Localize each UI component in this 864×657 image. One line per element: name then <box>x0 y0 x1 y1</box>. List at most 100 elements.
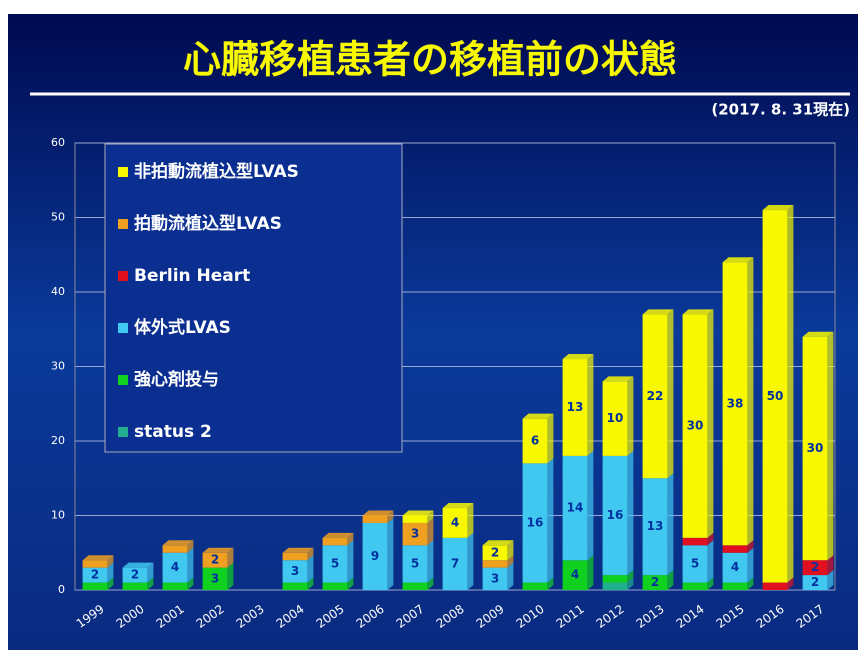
bar-top <box>682 309 714 315</box>
bar-segment: 16 <box>602 450 634 576</box>
data-label: 22 <box>647 389 664 403</box>
bar-front <box>82 582 108 590</box>
bar-front <box>682 314 708 538</box>
bar-segment: 16 <box>522 458 554 583</box>
bar-front <box>522 418 548 464</box>
bar-segment: 2 <box>802 555 834 576</box>
data-label: 3 <box>211 571 219 585</box>
bar-side <box>587 450 594 561</box>
bar-side <box>667 309 674 479</box>
data-label: 38 <box>727 396 744 410</box>
bar-top <box>362 510 394 516</box>
data-label: 2 <box>811 560 819 574</box>
bar-side <box>507 540 514 561</box>
bar-side <box>707 540 714 583</box>
bar-side <box>107 562 114 583</box>
bar-side <box>147 562 154 583</box>
bar-segment <box>362 510 394 523</box>
bar-front <box>202 552 228 568</box>
legend-label: 非拍動流植込型LVAS <box>134 161 299 182</box>
bar-segment: 30 <box>682 309 714 538</box>
bar-front <box>722 582 748 590</box>
bar-front <box>202 567 228 590</box>
data-label: 3 <box>291 564 299 578</box>
bar-segment: 9 <box>362 517 394 590</box>
bar-front <box>82 567 108 583</box>
bar-segment: 50 <box>762 205 794 583</box>
legend-label: 体外式LVAS <box>134 317 231 338</box>
bar-front <box>82 560 108 568</box>
bar-side <box>187 577 194 590</box>
bar-segment <box>282 577 314 590</box>
y-tick-label: 40 <box>51 285 65 298</box>
bar-segment: 3 <box>482 562 514 590</box>
bar-front <box>802 336 828 561</box>
bar-segment <box>722 577 754 590</box>
bar-side <box>427 577 434 590</box>
y-tick-label: 10 <box>51 509 65 522</box>
data-label: 14 <box>567 501 584 515</box>
bar-side <box>667 570 674 590</box>
bar-segment <box>522 577 554 590</box>
bar-side <box>787 205 794 583</box>
bar-segment <box>82 577 114 590</box>
bar-side <box>347 540 354 583</box>
bar-front <box>322 582 348 590</box>
data-label: 13 <box>647 519 664 533</box>
bar-front <box>322 545 348 583</box>
bar-front <box>482 567 508 590</box>
bar-front <box>602 582 628 590</box>
bar-front <box>402 582 428 590</box>
bar-segment: 3 <box>202 562 234 590</box>
legend-label: Berlin Heart <box>134 266 250 286</box>
bar-side <box>587 354 594 456</box>
bar-front <box>122 582 148 590</box>
bar-side <box>307 577 314 590</box>
legend-label: status 2 <box>134 422 212 442</box>
bar-segment: 5 <box>402 540 434 583</box>
bar-top <box>482 540 514 546</box>
bar-segment <box>282 547 314 561</box>
bar-front <box>642 478 668 576</box>
bar-segment: 2 <box>202 547 234 568</box>
bar-front <box>522 582 548 590</box>
bar-front <box>402 515 428 523</box>
bar-side <box>827 331 834 561</box>
bar-segment: 4 <box>722 547 754 583</box>
data-label: 5 <box>691 556 699 570</box>
bar-front <box>122 567 148 583</box>
bar-top <box>802 331 834 337</box>
bar-segment <box>762 577 794 590</box>
data-label: 6 <box>531 434 539 448</box>
bar-side <box>427 510 434 523</box>
bar-side <box>387 510 394 523</box>
bar-top <box>202 547 234 553</box>
chart-title: 心臓移植患者の移植前の状態 <box>183 38 677 82</box>
bar-segment <box>682 532 714 546</box>
bar-top <box>522 413 554 419</box>
bar-segment: 2 <box>82 562 114 583</box>
bar-front <box>282 582 308 590</box>
legend-swatch <box>118 167 128 177</box>
bar-segment <box>682 577 714 590</box>
data-label: 2 <box>811 575 819 589</box>
data-label: 5 <box>331 556 339 570</box>
bar-side <box>627 450 634 576</box>
bar-segment: 13 <box>562 354 594 456</box>
bar-side <box>547 577 554 590</box>
bar-side <box>507 555 514 568</box>
bar-segment: 2 <box>122 562 154 583</box>
legend-swatch <box>118 427 128 437</box>
bar-side <box>307 555 314 583</box>
bar-top <box>162 540 194 546</box>
bar-side <box>587 555 594 590</box>
bar-front <box>282 552 308 561</box>
y-tick-label: 20 <box>51 434 65 447</box>
bar-side <box>627 570 634 583</box>
bar-side <box>387 517 394 590</box>
bar-segment <box>722 540 754 553</box>
bar-side <box>827 555 834 576</box>
bar-side <box>467 503 474 538</box>
bar-segment: 2 <box>482 540 514 561</box>
bar-side <box>827 570 834 590</box>
